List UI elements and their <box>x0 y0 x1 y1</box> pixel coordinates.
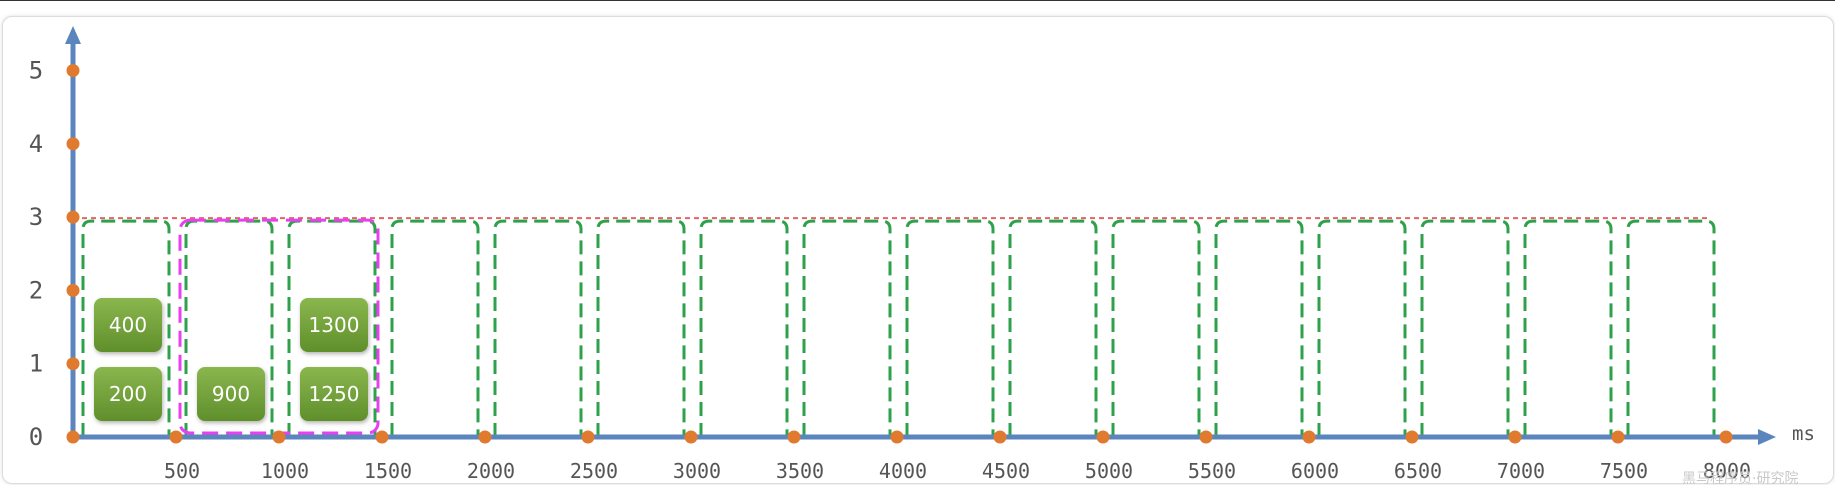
x-tick-label: 1000 <box>261 459 309 483</box>
time-window <box>1523 219 1613 437</box>
y-tick-label: 4 <box>29 130 43 158</box>
x-tick-dot <box>890 430 904 444</box>
request-label: 200 <box>109 382 147 406</box>
y-tick-dot <box>66 64 80 77</box>
y-tick-label: 5 <box>29 57 43 85</box>
time-window <box>1214 219 1304 437</box>
x-tick-label: 6500 <box>1394 459 1442 483</box>
watermark: 黑马程序员·研究院 <box>1682 471 1798 485</box>
time-window <box>1626 219 1716 437</box>
time-window <box>287 219 377 437</box>
time-window <box>699 219 789 437</box>
x-tick-dot <box>993 430 1007 444</box>
request-box-bg <box>197 367 265 421</box>
x-tick-dot <box>1302 430 1316 444</box>
time-window <box>81 219 171 437</box>
request-box: 1300 <box>300 298 368 352</box>
request-label: 900 <box>212 382 250 406</box>
x-tick-dot <box>1611 430 1625 444</box>
x-tick-label: 7500 <box>1600 459 1648 483</box>
request-box-bg <box>300 298 368 352</box>
x-tick-label: 2500 <box>570 459 618 483</box>
x-tick-label: 8000 <box>1703 459 1751 483</box>
x-tick-label: 2000 <box>467 459 515 483</box>
request-box: 400 <box>94 298 162 352</box>
time-window <box>1420 219 1510 437</box>
request-box: 900 <box>197 367 265 421</box>
y-axis-arrow <box>65 26 81 44</box>
time-window <box>1317 219 1407 437</box>
x-unit-label: ms <box>1792 423 1815 445</box>
y-tick-dot <box>66 283 80 297</box>
x-tick-label: 1500 <box>364 459 412 483</box>
y-tick-label: 1 <box>29 350 43 378</box>
x-tick-label: 5000 <box>1085 459 1133 483</box>
time-window <box>802 219 892 437</box>
top-border-line <box>0 0 1835 1</box>
x-tick-dot <box>1096 430 1110 444</box>
time-window <box>390 219 480 437</box>
time-window <box>493 219 583 437</box>
x-tick-dot <box>478 430 492 444</box>
time-window <box>1111 219 1201 437</box>
request-box-bg <box>94 298 162 352</box>
x-tick-label: 5500 <box>1188 459 1236 483</box>
request-label: 400 <box>109 313 147 337</box>
request-box-bg <box>94 367 162 421</box>
x-tick-label: 6000 <box>1291 459 1339 483</box>
x-axis-arrow <box>1758 429 1776 445</box>
x-tick-dot <box>169 430 183 444</box>
y-tick-dot <box>66 210 80 224</box>
x-tick-label: 3500 <box>776 459 824 483</box>
request-box: 1250 <box>300 367 368 421</box>
request-label: 1250 <box>309 382 360 406</box>
y-tick-dot <box>66 137 80 151</box>
x-tick-label: 3000 <box>673 459 721 483</box>
x-tick-dot <box>581 430 595 444</box>
x-tick-dot <box>1508 430 1522 444</box>
y-tick-label: 2 <box>29 276 43 304</box>
x-tick-label: 4000 <box>879 459 927 483</box>
x-tick-dot <box>684 430 698 444</box>
x-tick-label: 500 <box>164 459 200 483</box>
time-window <box>905 219 995 437</box>
request-box-bg <box>300 367 368 421</box>
time-window <box>1008 219 1098 437</box>
x-tick-dot <box>1405 430 1419 444</box>
x-tick-dot <box>1199 430 1213 444</box>
y-tick-label: 3 <box>29 203 43 231</box>
x-tick-label: 4500 <box>982 459 1030 483</box>
time-window <box>596 219 686 437</box>
y-tick-label: 0 <box>29 423 43 451</box>
y-tick-dot <box>66 430 80 444</box>
request-box: 200 <box>94 367 162 421</box>
x-tick-dot <box>1719 430 1733 444</box>
x-tick-dot <box>787 430 801 444</box>
x-tick-dot <box>375 430 389 444</box>
y-tick-dot <box>66 357 80 371</box>
x-tick-dot <box>272 430 286 444</box>
x-tick-label: 7000 <box>1497 459 1545 483</box>
request-label: 1300 <box>309 313 360 337</box>
